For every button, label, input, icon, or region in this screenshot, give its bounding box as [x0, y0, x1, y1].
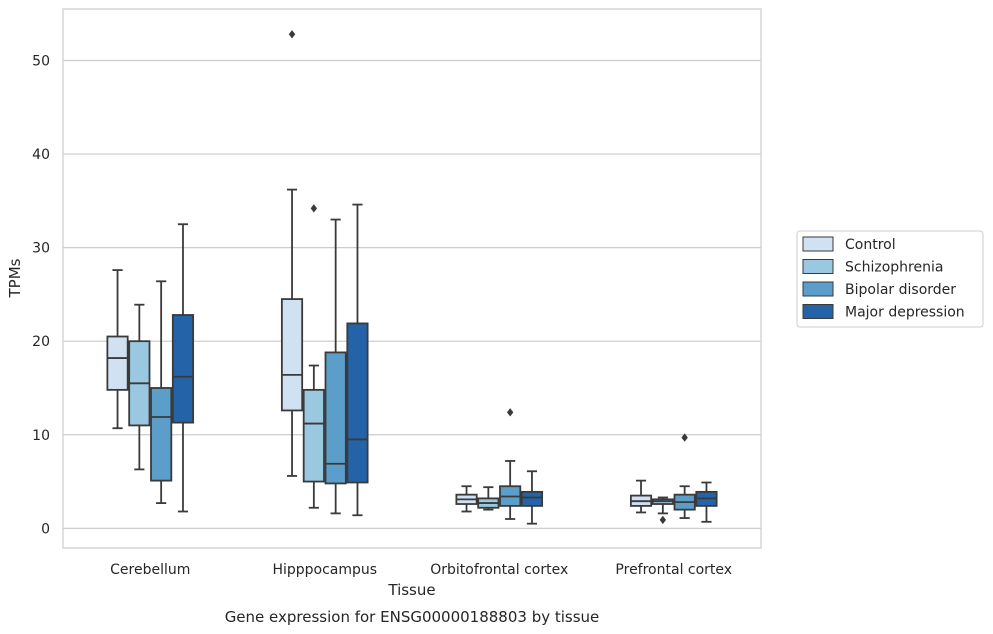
legend-swatch — [802, 281, 834, 297]
y-tick-label: 30 — [32, 241, 50, 257]
y-tick-label: 50 — [32, 53, 50, 69]
box-schizophrenia — [651, 496, 674, 525]
legend-swatch — [802, 304, 834, 319]
outlier-point — [506, 408, 514, 417]
outlier-point — [659, 515, 667, 525]
legend-swatch — [802, 259, 834, 274]
box-schizophrenia — [128, 303, 151, 471]
y-tick-label: 0 — [41, 521, 50, 537]
legend-label: Schizophrenia — [845, 260, 943, 276]
legend-swatch — [802, 236, 834, 252]
iqr-box — [302, 388, 325, 483]
box-major-depression — [520, 470, 544, 525]
y-tick-labels: 0 10 20 30 40 50 — [32, 53, 50, 537]
box-bipolar-disorder — [499, 408, 522, 520]
chart-caption: Gene expression for ENSG00000188803 by t… — [225, 608, 600, 626]
x-tick-labels: Cerebellum Hipppocampus Orbitofrontal cort… — [110, 562, 732, 578]
iqr-box — [324, 351, 347, 485]
plot-frame — [62, 8, 762, 549]
legend-label: Control — [845, 237, 896, 253]
legend-frame — [796, 230, 984, 328]
box-control — [629, 479, 653, 514]
box-groups — [106, 30, 718, 525]
x-tick-label: Orbitofrontal cortex — [430, 562, 568, 578]
x-tick-label: Hipppocampus — [272, 562, 377, 578]
outlier-point — [288, 30, 296, 39]
box-bipolar-disorder — [150, 280, 173, 504]
iqr-box — [520, 490, 544, 507]
box-control — [106, 269, 129, 430]
iqr-box — [171, 314, 195, 424]
iqr-box — [346, 322, 369, 484]
plot-area — [63, 9, 761, 548]
y-tick-label: 40 — [32, 147, 50, 163]
box-bipolar-disorder — [673, 433, 696, 519]
box-major-depression — [171, 223, 195, 513]
legend-label: Bipolar disorder — [845, 282, 956, 298]
legend-label: Major depression — [845, 305, 965, 321]
outlier-point — [681, 433, 688, 442]
x-tick-label: Cerebellum — [110, 562, 190, 578]
box-major-depression — [346, 203, 369, 517]
iqr-box — [280, 298, 304, 412]
box-bipolar-disorder — [324, 218, 347, 515]
y-tick-label: 20 — [32, 334, 50, 350]
iqr-box — [150, 387, 173, 482]
y-axis-label: TPMs — [6, 258, 24, 298]
x-axis-label: Tissue — [387, 581, 435, 599]
legend: Control Schizophrenia Bipolar disorder Majo… — [796, 230, 984, 328]
x-tick-label: Prefrontal cortex — [615, 562, 732, 578]
box-schizophrenia — [302, 204, 325, 509]
box-control — [280, 30, 304, 477]
box-schizophrenia — [477, 486, 500, 511]
box-major-depression — [695, 481, 718, 523]
outlier-point — [310, 204, 318, 213]
box-control — [455, 485, 478, 513]
y-tick-label: 10 — [32, 428, 50, 444]
iqr-box — [106, 335, 129, 391]
